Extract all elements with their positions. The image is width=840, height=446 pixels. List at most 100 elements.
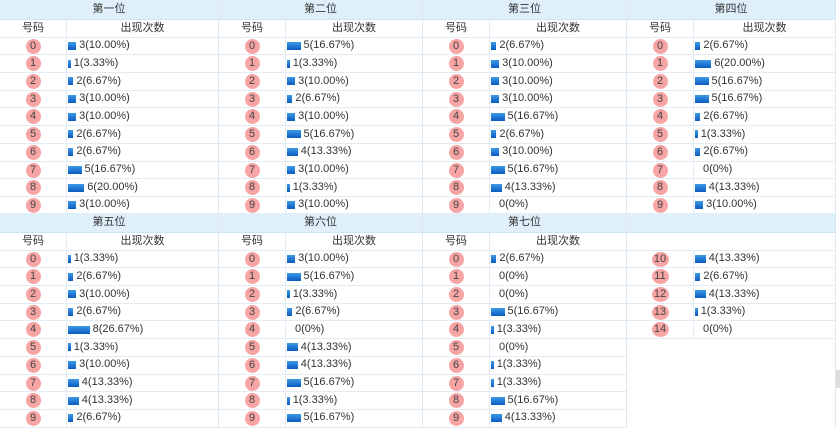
count-cell: 6(20.00%) (694, 55, 835, 72)
number-cell: 5 (0, 339, 67, 356)
count-cell: 2(6.67%) (694, 268, 835, 285)
position-column: 第三位 号码 出现次数 0 2(6.67%) 1 3(10.00%) 2 3(10.00%) 3 3… (423, 0, 627, 215)
number-ball: 4 (448, 109, 464, 125)
number-ball: 0 (652, 38, 668, 54)
count-text: 2(6.67%) (76, 305, 122, 318)
number-ball: 1 (448, 269, 464, 285)
table-row: 0 2(6.67%) (627, 37, 835, 56)
number-ball: 0 (244, 38, 260, 54)
frequency-bar (695, 59, 712, 68)
number-cell: 0 (423, 37, 490, 55)
count-header: 出现次数 (332, 234, 376, 247)
count-text: 4(13.33%) (708, 252, 760, 265)
count-cell: 3(10.00%) (67, 197, 218, 214)
table-row: 1 2(6.67%) (0, 268, 218, 287)
table-row: 0 3(10.00%) (0, 37, 218, 56)
table-row: 2 5(16.67%) (627, 73, 835, 91)
frequency-bar (491, 378, 494, 387)
frequency-bar (287, 77, 296, 86)
count-text: 4(13.33%) (300, 145, 352, 158)
number-ball: 4 (244, 322, 260, 338)
count-cell: 2(6.67%) (694, 108, 835, 125)
number-cell: 1 (423, 55, 490, 73)
number-cell: 0 (219, 37, 286, 55)
number-header: 号码 (627, 20, 694, 37)
count-text: 1(3.33%) (292, 56, 338, 69)
table-row: 7 5(16.67%) (0, 161, 218, 180)
number-ball: 5 (448, 127, 464, 143)
count-cell: 4(13.33%) (694, 179, 835, 196)
number-ball: 4 (448, 322, 464, 338)
count-text: 0(0%) (703, 163, 733, 175)
frequency-bar (287, 361, 298, 370)
count-text: 1(3.33%) (292, 287, 338, 300)
count-cell: 4(13.33%) (67, 392, 218, 409)
count-text: 1(3.33%) (292, 393, 338, 406)
count-cell: 2(6.67%) (694, 144, 835, 161)
count-cell: 0(0%) (490, 268, 626, 285)
count-header: 出现次数 (536, 21, 580, 34)
frequency-bar (491, 148, 500, 157)
frequency-bar (68, 165, 82, 174)
number-ball: 8 (25, 393, 41, 409)
number-cell: 4 (627, 108, 694, 126)
table-row: 4 5(16.67%) (423, 108, 626, 127)
number-ball: 6 (448, 357, 464, 373)
column-header-row (627, 233, 835, 251)
number-cell: 0 (627, 37, 694, 55)
count-header: 出现次数 (536, 234, 580, 247)
table-row: 8 1(3.33%) (219, 179, 422, 197)
number-ball: 1 (244, 269, 260, 285)
position-column: 第六位 号码 出现次数 0 3(10.00%) 1 5(16.67%) 2 1(3.33%) 3 2… (219, 213, 423, 428)
number-ball: 0 (25, 38, 41, 54)
number-cell: 5 (219, 339, 286, 356)
positions-section-2: 第五位 号码 出现次数 0 1(3.33%) 1 2(6.67%) 2 3(10.00%) 3 2(… (0, 213, 836, 428)
count-text: 1(3.33%) (496, 358, 542, 371)
frequency-bar (695, 130, 698, 139)
number-ball: 3 (244, 304, 260, 320)
frequency-bar (491, 361, 494, 370)
count-text: 2(6.67%) (499, 127, 545, 140)
count-cell: 5(16.67%) (286, 268, 422, 285)
frequency-bar (287, 343, 298, 352)
frequency-bar (695, 201, 704, 210)
count-text: 2(6.67%) (76, 127, 122, 140)
number-cell: 1 (423, 268, 490, 286)
table-row: 8 6(20.00%) (0, 179, 218, 197)
frequency-bar (68, 308, 74, 317)
count-text: 5(16.67%) (711, 74, 763, 87)
number-cell: 3 (219, 303, 286, 321)
table-row: 0 5(16.67%) (219, 37, 422, 56)
frequency-bar (68, 396, 79, 405)
number-cell: 8 (219, 392, 286, 409)
number-ball: 8 (244, 393, 260, 409)
count-text: 3(10.00%) (79, 92, 130, 105)
number-ball: 12 (651, 287, 669, 303)
table-row: 3 2(6.67%) (0, 303, 218, 322)
table-row: 3 2(6.67%) (219, 303, 422, 322)
count-cell: 3(10.00%) (286, 162, 422, 179)
count-cell: 1(3.33%) (67, 251, 218, 268)
frequency-bar (287, 290, 290, 299)
count-cell: 2(6.67%) (286, 91, 422, 108)
number-cell: 9 (627, 196, 694, 214)
frequency-bar (287, 42, 301, 51)
table-row: 2 0(0%) (423, 286, 626, 304)
number-ball: 3 (25, 304, 41, 320)
count-cell: 4(13.33%) (490, 179, 626, 196)
frequency-bar (287, 112, 296, 121)
frequency-bar (68, 112, 77, 121)
number-ball: 9 (25, 197, 41, 213)
frequency-bar (287, 148, 298, 157)
number-ball: 1 (25, 56, 41, 72)
frequency-bar (491, 414, 502, 423)
count-cell: 1(3.33%) (286, 179, 422, 196)
frequency-bar (68, 272, 74, 281)
count-text: 2(6.67%) (703, 145, 749, 158)
scrollbar[interactable] (836, 370, 840, 388)
frequency-bar (68, 59, 71, 68)
frequency-bar (491, 77, 500, 86)
count-text: 5(16.67%) (507, 393, 559, 406)
count-text: 2(6.67%) (703, 269, 749, 282)
number-ball: 2 (652, 74, 668, 90)
